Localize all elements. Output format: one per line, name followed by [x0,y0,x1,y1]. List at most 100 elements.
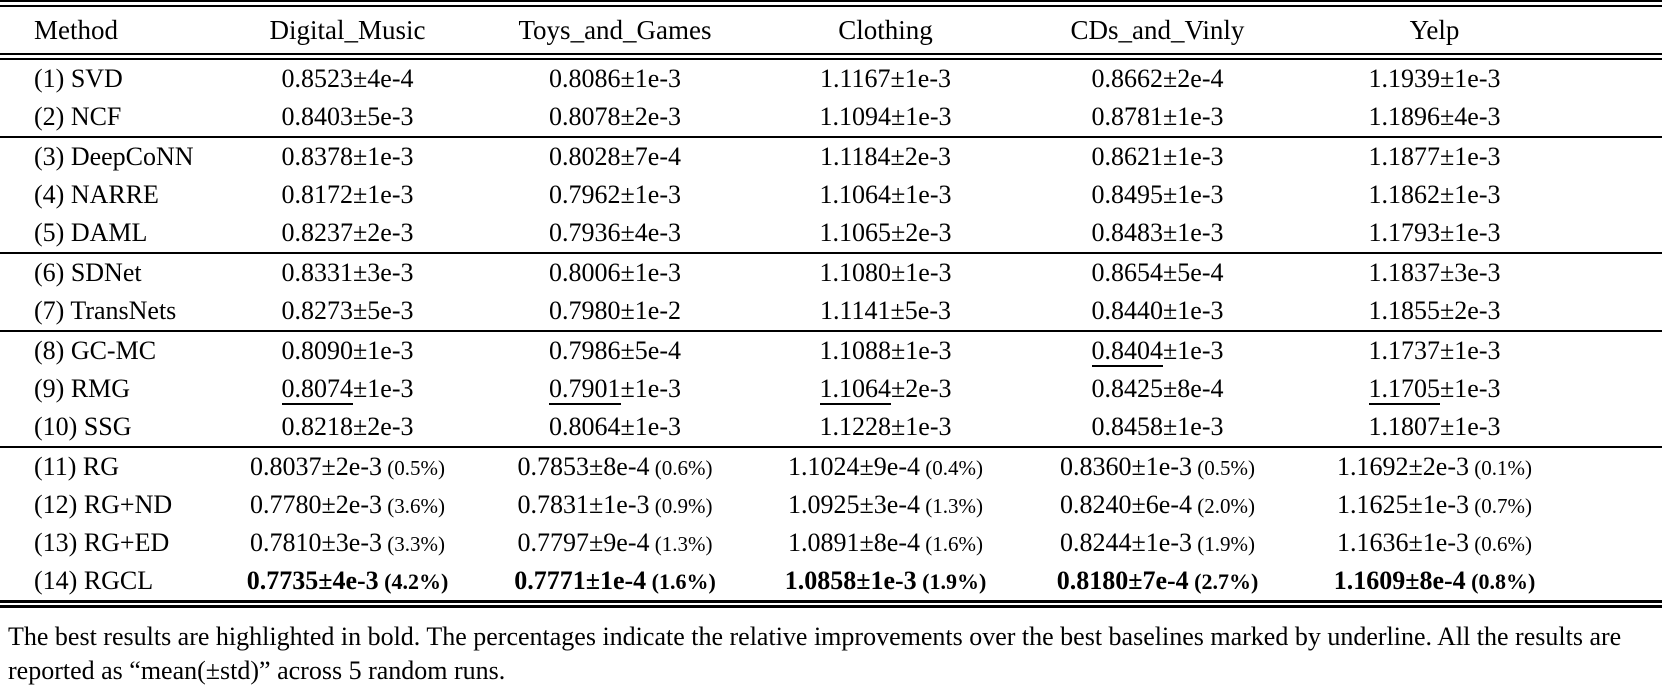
method-cell: (11) RG [34,452,119,481]
table-row: (11) RG 0.8037±2e-3 (0.5%) 0.7853±8e-4 (0.… [0,447,1662,486]
table-row: (13) RG+ED 0.7810±3e-3 (3.3%) 0.7797±9e-4 … [0,524,1662,562]
value-main: 1.1167 [819,64,891,93]
value-cell: 0.7853±8e-4 (0.6%) [480,447,750,486]
value-cell: 0.8425±8e-4 [1021,370,1294,408]
value-improvement: (1.6%) [646,569,716,594]
value-std: ±1e-3 [1163,142,1224,171]
value-std: ±1e-3 [353,142,414,171]
value-std: ±2e-3 [890,142,951,171]
row-group: (8) GC-MC 0.8090±1e-3 0.7986±5e-4 1.1088±1e… [0,331,1662,447]
value-main: 0.8090 [281,336,354,365]
value-cell: 0.7735±4e-3 (4.2%) [215,562,480,604]
value-cell: 0.8360±1e-3 (0.5%) [1021,447,1294,486]
value-main: 1.1024 [788,452,860,481]
value-cell: 0.7936±4e-3 [480,214,750,253]
method-cell: (8) GC-MC [34,336,157,365]
value-improvement: (0.5%) [1191,456,1255,480]
value-std: ±3e-4 [859,490,920,519]
table-row: (6) SDNet 0.8331±3e-3 0.8006±1e-3 1.1080±1e… [0,253,1662,292]
method-cell: (10) SSG [34,412,132,441]
value-std: ±3e-3 [321,528,382,557]
value-main: 0.8360 [1060,452,1132,481]
value-main: 0.7936 [549,218,621,247]
value-std: ±2e-3 [1440,296,1501,325]
value-improvement: (0.8%) [1465,569,1536,594]
value-std: ±1e-3 [1440,374,1501,403]
value-std: ±1e-3 [1163,412,1224,441]
method-cell: (4) NARRE [34,180,159,209]
value-std: ±1e-3 [620,180,681,209]
value-std: ±5e-4 [620,336,681,365]
value-std: ±1e-3 [1408,490,1469,519]
value-main: 0.8074 [281,374,354,405]
value-cell: 0.7986±5e-4 [480,331,750,370]
value-cell: 0.8172±1e-3 [215,176,480,214]
value-improvement: (1.6%) [919,532,983,556]
table-footnote: The best results are highlighted in bold… [8,622,1622,685]
value-std: ±1e-3 [1131,528,1192,557]
value-cell: 0.7797±9e-4 (1.3%) [480,524,750,562]
value-cell: 0.8331±3e-3 [215,253,480,292]
value-cell: 0.7980±1e-2 [480,292,750,331]
value-cell: 0.8006±1e-3 [480,253,750,292]
value-std: ±1e-3 [1163,102,1224,131]
value-main: 0.7901 [549,374,621,405]
table-row: (8) GC-MC 0.8090±1e-3 0.7986±5e-4 1.1088±1e… [0,331,1662,370]
value-cell: 0.7780±2e-3 (3.6%) [215,486,480,524]
value-std: ±1e-3 [1163,218,1224,247]
value-improvement: (0.4%) [919,456,983,480]
value-cell: 1.1228±1e-3 [750,408,1021,447]
value-cell: 0.8621±1e-3 [1021,137,1294,176]
value-std: ±1e-3 [589,490,650,519]
value-cell: 0.7831±1e-3 (0.9%) [480,486,750,524]
value-cell: 1.1064±1e-3 [750,176,1021,214]
value-cell: 0.8273±5e-3 [215,292,480,331]
value-std: ±1e-3 [1408,528,1469,557]
value-cell: 0.8090±1e-3 [215,331,480,370]
value-std: ±1e-4 [585,566,647,595]
value-main: 0.8440 [1091,296,1164,325]
value-main: 1.1807 [1368,412,1441,441]
value-cell: 0.8086±1e-3 [480,57,750,99]
value-main: 0.7831 [517,490,590,519]
value-std: ±9e-4 [589,528,650,557]
value-main: 1.1705 [1368,374,1441,405]
value-main: 0.7797 [517,528,590,557]
value-cell: 1.1855±2e-3 [1294,292,1662,331]
value-std: ±1e-3 [1163,180,1224,209]
column-header-toys-and-games: Toys_and_Games [518,14,712,45]
table-row: (3) DeepCoNN 0.8378±1e-3 0.8028±7e-4 1.1184… [0,137,1662,176]
value-std: ±1e-3 [620,258,681,287]
column-header-cds-and-vinly: CDs_and_Vinly [1070,14,1245,45]
value-main: 0.7853 [517,452,590,481]
value-main: 1.1737 [1368,336,1441,365]
value-cell: 1.1862±1e-3 [1294,176,1662,214]
value-main: 0.8237 [281,218,354,247]
value-cell: 1.1896±4e-3 [1294,98,1662,137]
value-std: ±2e-3 [620,102,681,131]
value-std: ±7e-4 [1128,566,1189,595]
method-cell: (3) DeepCoNN [34,142,194,171]
value-main: 0.8378 [281,142,354,171]
value-main: 0.8483 [1091,218,1164,247]
column-header-digital-music: Digital_Music [269,14,426,45]
value-std: ±1e-3 [353,180,414,209]
value-main: 1.1080 [819,258,892,287]
row-group: (3) DeepCoNN 0.8378±1e-3 0.8028±7e-4 1.1184… [0,137,1662,253]
method-cell: (7) TransNets [34,296,177,325]
value-cell: 0.8440±1e-3 [1021,292,1294,331]
row-group: (6) SDNet 0.8331±3e-3 0.8006±1e-3 1.1080±1e… [0,253,1662,331]
value-cell: 0.8078±2e-3 [480,98,750,137]
value-cell: 1.1939±1e-3 [1294,57,1662,99]
value-std: ±3e-3 [353,258,414,287]
value-cell: 1.1088±1e-3 [750,331,1021,370]
value-main: 0.8064 [549,412,621,441]
value-main: 1.0858 [784,566,857,595]
table-row: (12) RG+ND 0.7780±2e-3 (3.6%) 0.7831±1e-3 … [0,486,1662,524]
value-main: 0.8404 [1091,336,1164,367]
method-cell: (14) RGCL [34,566,154,595]
table-row: (14) RGCL 0.7735±4e-3 (4.2%) 0.7771±1e-4 (… [0,562,1662,604]
value-improvement: (0.9%) [649,494,713,518]
value-cell: 1.1737±1e-3 [1294,331,1662,370]
value-cell: 1.0925±3e-4 (1.3%) [750,486,1021,524]
